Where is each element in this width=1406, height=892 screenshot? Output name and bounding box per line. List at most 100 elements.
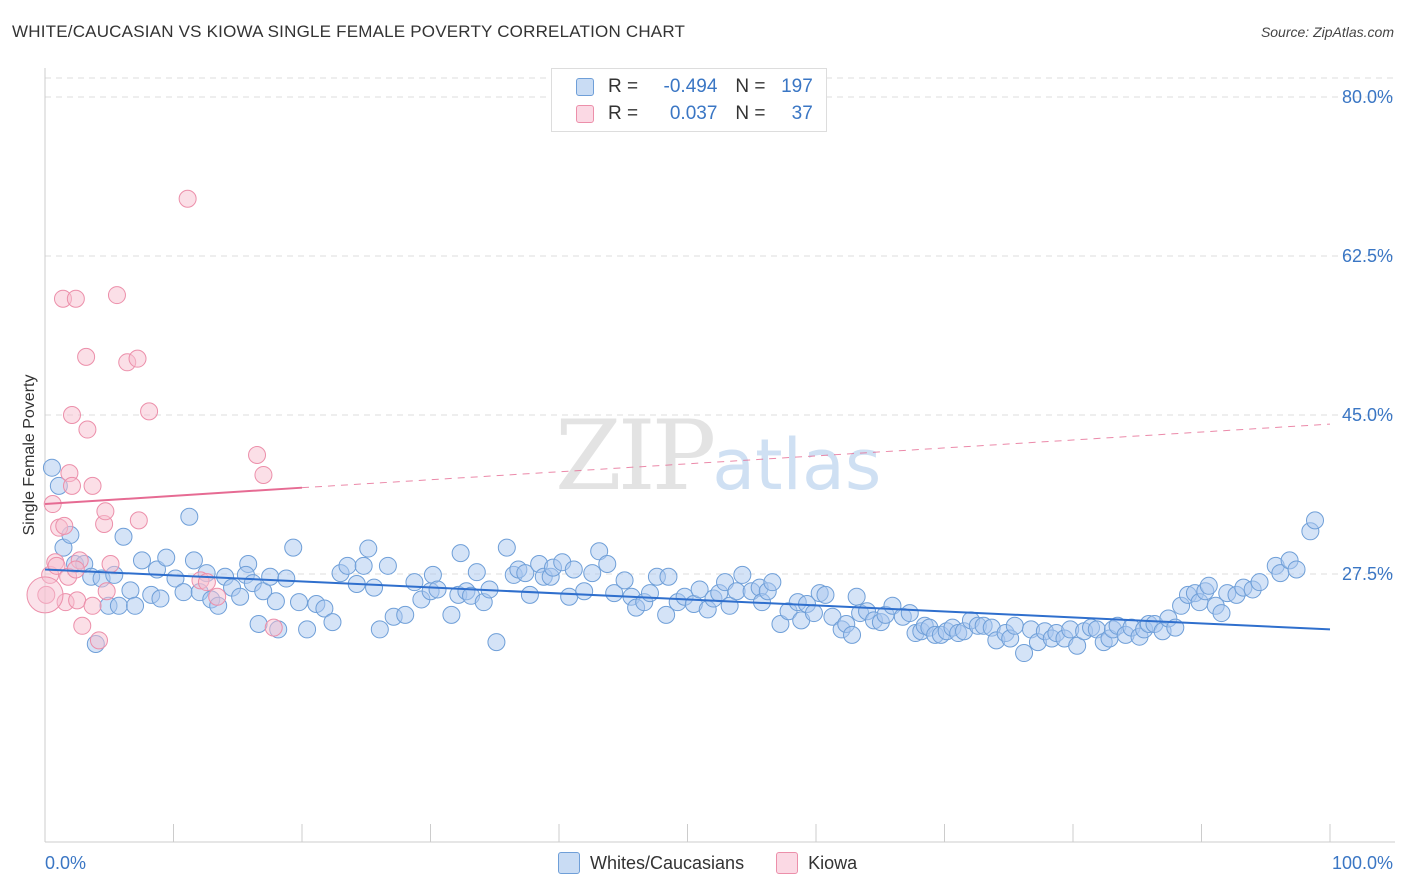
data-point-whites xyxy=(266,592,285,611)
data-point-kiowa xyxy=(101,555,120,574)
data-point-whites xyxy=(132,551,151,570)
legend-r-value: -0.494 xyxy=(663,76,718,97)
data-point-kiowa xyxy=(26,576,64,614)
data-point-kiowa xyxy=(129,511,148,530)
trend-line-kiowa xyxy=(44,486,303,506)
data-point-whites xyxy=(640,584,659,603)
x-tick-label: 0.0% xyxy=(45,853,86,873)
data-point-whites xyxy=(847,587,866,606)
data-point-whites xyxy=(157,548,176,567)
series-legend-whites: Whites/Caucasians xyxy=(558,852,744,874)
data-point-kiowa xyxy=(254,465,273,484)
data-point-whites xyxy=(231,587,250,606)
legend-n-label: N = xyxy=(735,76,766,97)
data-point-kiowa xyxy=(37,585,56,604)
data-point-whites xyxy=(261,567,280,586)
data-point-whites xyxy=(290,593,308,612)
y-tick-label: 62.5% xyxy=(1342,246,1393,266)
data-point-kiowa xyxy=(62,476,81,495)
data-point-whites xyxy=(365,578,384,597)
data-point-whites xyxy=(405,573,424,592)
data-point-whites xyxy=(771,614,790,633)
series-legend-label-kiowa: Kiowa xyxy=(808,852,858,873)
data-point-kiowa xyxy=(89,631,108,650)
data-point-kiowa xyxy=(77,347,96,366)
data-point-kiowa xyxy=(107,286,126,305)
watermark: ZIPatlas xyxy=(555,400,881,512)
watermark-atlas: atlas xyxy=(712,424,882,506)
data-point-kiowa xyxy=(78,420,97,439)
data-point-whites xyxy=(1199,576,1218,595)
legend-row-kiowa: R = 0.037 N = 37 xyxy=(576,102,813,126)
data-point-whites xyxy=(370,620,389,639)
data-point-whites xyxy=(180,507,199,526)
data-point-whites xyxy=(763,573,782,592)
data-point-whites xyxy=(657,605,676,624)
data-point-kiowa xyxy=(264,618,283,637)
data-point-whites xyxy=(733,565,752,584)
y-tick-label: 80.0% xyxy=(1342,87,1393,107)
axes xyxy=(44,68,1395,843)
trend-lines xyxy=(44,423,1331,631)
data-point-kiowa xyxy=(83,596,102,615)
data-point-whites xyxy=(816,585,835,604)
data-point-whites xyxy=(727,582,746,601)
data-point-whites xyxy=(254,582,273,601)
data-point-kiowa xyxy=(68,591,87,610)
data-point-whites xyxy=(1212,604,1231,623)
correlation-legend: R = -0.494 N = 197 R = 0.037 N = 37 xyxy=(551,68,827,132)
data-point-whites xyxy=(378,556,397,575)
chart-title: WHITE/CAUCASIAN VS KIOWA SINGLE FEMALE P… xyxy=(12,22,686,41)
data-point-whites xyxy=(590,542,609,561)
data-point-kiowa xyxy=(62,406,81,424)
data-point-whites xyxy=(598,555,617,574)
data-point-whites xyxy=(1015,644,1034,663)
data-point-kiowa xyxy=(178,189,197,208)
data-point-whites xyxy=(315,599,334,618)
data-point-whites xyxy=(151,589,170,608)
data-point-whites xyxy=(520,585,539,604)
legend-swatch-kiowa xyxy=(576,105,594,123)
x-tick-label: 100.0% xyxy=(1332,853,1393,873)
data-point-whites xyxy=(516,564,535,583)
data-point-whites xyxy=(442,605,461,624)
data-point-whites xyxy=(497,538,516,557)
data-point-kiowa xyxy=(66,289,85,308)
series-legend-label-whites: Whites/Caucasians xyxy=(590,852,745,873)
legend-r-label: R = xyxy=(608,76,639,97)
data-point-whites xyxy=(396,605,415,624)
data-point-kiowa xyxy=(96,502,115,521)
data-point-whites xyxy=(605,584,624,603)
data-point-whites xyxy=(1250,573,1269,592)
data-point-whites xyxy=(121,581,140,600)
data-point-kiowa xyxy=(128,349,147,368)
series-legend-swatch-kiowa xyxy=(776,852,799,874)
data-point-kiowa xyxy=(248,445,267,464)
series-legend-swatch-whites xyxy=(558,852,580,874)
series-legend: Whites/Caucasians Kiowa xyxy=(558,852,889,874)
legend-n-value: 197 xyxy=(781,76,813,97)
legend-n-label: N = xyxy=(735,103,766,124)
data-point-kiowa xyxy=(83,476,102,495)
data-point-kiowa xyxy=(97,582,116,601)
data-point-whites xyxy=(900,604,919,623)
data-point-whites xyxy=(174,583,193,602)
legend-row-whites: R = -0.494 N = 197 xyxy=(576,75,813,99)
y-tick-label: 27.5% xyxy=(1342,564,1393,584)
data-point-whites xyxy=(114,527,133,546)
data-point-kiowa xyxy=(73,616,92,635)
data-point-kiowa xyxy=(208,587,227,606)
data-point-whites xyxy=(804,604,823,623)
data-point-whites xyxy=(615,571,634,590)
data-point-whites xyxy=(338,556,357,575)
data-point-whites xyxy=(109,596,128,615)
legend-swatch-whites xyxy=(576,78,594,96)
data-point-kiowa xyxy=(55,516,74,535)
legend-r-value: 0.037 xyxy=(669,103,718,124)
watermark-zip: ZIP xyxy=(555,400,716,512)
data-point-whites xyxy=(487,633,506,652)
data-point-whites xyxy=(277,569,296,588)
series-whites-points xyxy=(42,458,1324,663)
data-point-whites xyxy=(575,582,594,601)
